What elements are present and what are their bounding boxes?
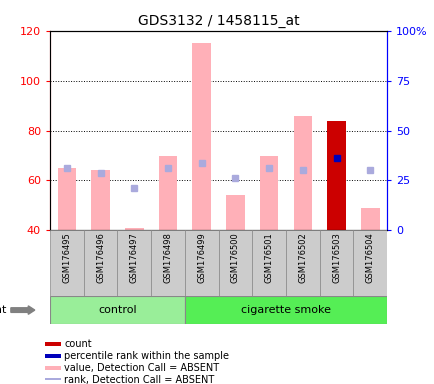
- Text: value, Detection Call = ABSENT: value, Detection Call = ABSENT: [64, 363, 219, 373]
- Text: GSM176502: GSM176502: [298, 232, 307, 283]
- Bar: [57, 168, 76, 230]
- Text: percentile rank within the sample: percentile rank within the sample: [64, 351, 229, 361]
- Text: GSM176498: GSM176498: [163, 232, 172, 283]
- Text: GSM176501: GSM176501: [264, 232, 273, 283]
- Bar: [226, 195, 244, 230]
- Text: control: control: [98, 305, 136, 315]
- Bar: [125, 228, 143, 230]
- Text: GSM176504: GSM176504: [365, 232, 374, 283]
- Text: count: count: [64, 339, 92, 349]
- Bar: [158, 156, 177, 230]
- Text: GSM176496: GSM176496: [96, 232, 105, 283]
- Bar: [326, 121, 345, 230]
- Bar: [91, 170, 110, 230]
- Bar: [184, 230, 218, 296]
- Bar: [45, 366, 61, 370]
- Bar: [50, 230, 83, 296]
- Text: GSM176495: GSM176495: [62, 232, 71, 283]
- Bar: [184, 296, 386, 324]
- Bar: [293, 116, 312, 230]
- Bar: [45, 378, 61, 382]
- Bar: [117, 230, 151, 296]
- Bar: [50, 296, 184, 324]
- Bar: [319, 230, 353, 296]
- Bar: [353, 230, 386, 296]
- Text: GSM176503: GSM176503: [331, 232, 340, 283]
- Text: GSM176499: GSM176499: [197, 232, 206, 283]
- Text: GSM176500: GSM176500: [230, 232, 240, 283]
- Title: GDS3132 / 1458115_at: GDS3132 / 1458115_at: [138, 14, 299, 28]
- Text: cigarette smoke: cigarette smoke: [240, 305, 330, 315]
- Bar: [286, 230, 319, 296]
- Text: agent: agent: [0, 305, 7, 315]
- Bar: [45, 342, 61, 346]
- Bar: [360, 208, 379, 230]
- Bar: [151, 230, 184, 296]
- Bar: [259, 156, 278, 230]
- Text: GSM176497: GSM176497: [129, 232, 138, 283]
- Text: rank, Detection Call = ABSENT: rank, Detection Call = ABSENT: [64, 375, 214, 384]
- Bar: [84, 230, 117, 296]
- Bar: [218, 230, 252, 296]
- Bar: [252, 230, 286, 296]
- Bar: [192, 43, 210, 230]
- Bar: [45, 354, 61, 358]
